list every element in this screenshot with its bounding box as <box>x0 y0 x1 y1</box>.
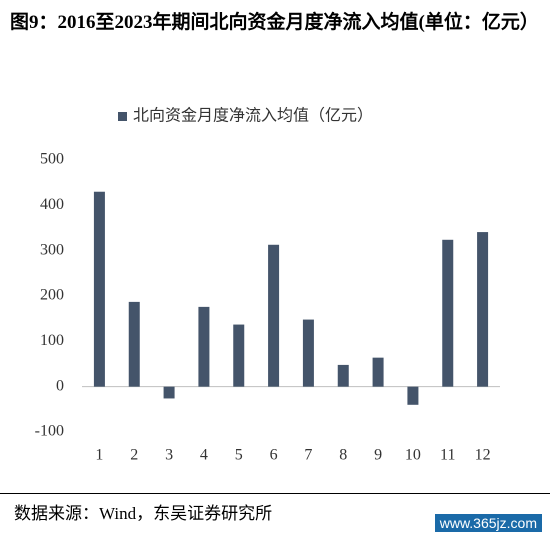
bar <box>163 386 175 399</box>
y-tick-label: -100 <box>35 423 64 440</box>
separator <box>0 493 550 494</box>
bar <box>198 306 210 387</box>
y-tick-label: 300 <box>40 241 64 258</box>
x-tick-label: 6 <box>270 447 278 464</box>
legend-swatch <box>118 112 127 121</box>
bar <box>477 232 489 387</box>
bar <box>442 239 454 387</box>
x-tick-label: 1 <box>95 447 103 464</box>
x-tick-label: 9 <box>374 447 382 464</box>
x-tick-label: 4 <box>200 447 208 464</box>
y-tick-label: 100 <box>40 332 64 349</box>
bar <box>302 319 314 387</box>
bar <box>337 364 349 387</box>
x-tick-label: 11 <box>440 447 455 464</box>
bar <box>407 386 419 405</box>
y-tick-label: 0 <box>56 377 64 394</box>
y-tick-label: 500 <box>40 151 64 168</box>
bar <box>372 357 384 387</box>
bar <box>93 191 105 387</box>
bar <box>268 244 280 387</box>
y-tick-label: 200 <box>40 287 64 304</box>
x-tick-label: 5 <box>235 447 243 464</box>
x-tick-label: 3 <box>165 447 173 464</box>
x-tick-label: 8 <box>339 447 347 464</box>
bar <box>128 301 140 387</box>
watermark: www.365jz.com <box>434 514 542 532</box>
bar <box>233 324 245 387</box>
legend-label: 北向资金月度净流入均值（亿元） <box>133 107 373 125</box>
source-note: 数据来源：Wind，东吴证券研究所 <box>14 504 273 523</box>
x-tick-label: 2 <box>130 447 138 464</box>
x-tick-label: 10 <box>405 447 421 464</box>
y-tick-label: 400 <box>40 196 64 213</box>
chart-title: 图9：2016至2023年期间北向资金月度净流入均值(单位：亿元） <box>10 12 539 33</box>
x-tick-label: 12 <box>475 447 491 464</box>
x-tick-label: 7 <box>304 447 312 464</box>
